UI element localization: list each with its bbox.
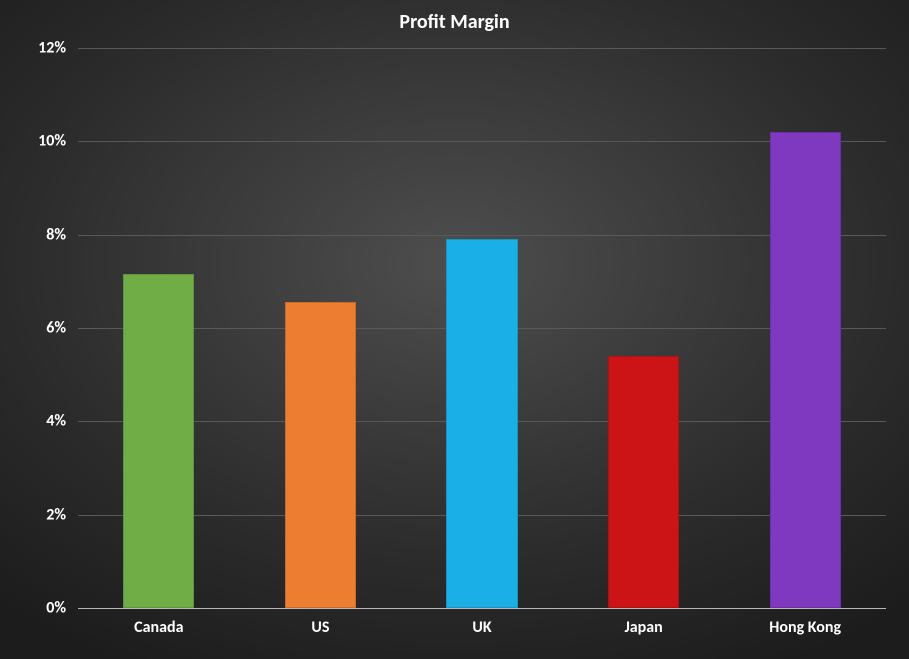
- y-axis-label: 8%: [46, 225, 78, 244]
- y-axis-label: 6%: [46, 319, 78, 338]
- bar: [123, 274, 194, 608]
- bar: [285, 302, 356, 608]
- y-axis-label: 0%: [46, 599, 78, 618]
- y-axis-label: 2%: [46, 505, 78, 524]
- bar-slot: UK: [401, 48, 563, 608]
- bar-slot: Canada: [78, 48, 240, 608]
- bar: [770, 132, 841, 608]
- bars-container: CanadaUSUKJapanHong Kong: [78, 48, 886, 608]
- bar: [446, 239, 517, 608]
- y-axis-label: 12%: [38, 39, 78, 58]
- chart-title: Profit Margin: [0, 10, 909, 34]
- profit-margin-chart: Profit Margin 0%2%4%6%8%10%12%CanadaUSUK…: [0, 0, 909, 659]
- x-axis-label: US: [311, 608, 329, 637]
- x-axis-label: Canada: [134, 608, 183, 637]
- y-axis-label: 4%: [46, 412, 78, 431]
- y-axis-label: 10%: [38, 132, 78, 151]
- bar-slot: Hong Kong: [724, 48, 886, 608]
- bar: [608, 356, 679, 608]
- bar-slot: US: [240, 48, 402, 608]
- x-axis-label: Hong Kong: [769, 608, 841, 637]
- plot-area: 0%2%4%6%8%10%12%CanadaUSUKJapanHong Kong: [78, 48, 886, 608]
- bar-slot: Japan: [563, 48, 725, 608]
- x-axis-label: UK: [472, 608, 491, 637]
- x-axis-label: Japan: [624, 608, 662, 637]
